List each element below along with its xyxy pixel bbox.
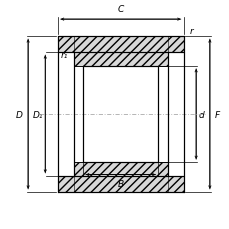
Bar [167, 53, 183, 176]
Bar [167, 53, 183, 176]
Bar [83, 67, 158, 162]
Bar [58, 176, 183, 192]
Text: C: C [117, 5, 123, 14]
Bar [58, 53, 74, 176]
Bar [58, 37, 183, 53]
Text: D₁: D₁ [32, 110, 43, 119]
Bar [167, 53, 183, 176]
Bar [58, 53, 74, 176]
Text: F: F [213, 110, 219, 119]
Bar [58, 37, 183, 53]
Bar [58, 176, 183, 192]
Text: D: D [16, 110, 22, 119]
Text: r₁: r₁ [60, 51, 68, 60]
Text: B: B [117, 179, 123, 188]
Text: r: r [188, 27, 192, 36]
Bar [58, 53, 74, 176]
Bar [74, 53, 167, 67]
Text: d: d [198, 110, 203, 119]
Bar [74, 162, 167, 176]
